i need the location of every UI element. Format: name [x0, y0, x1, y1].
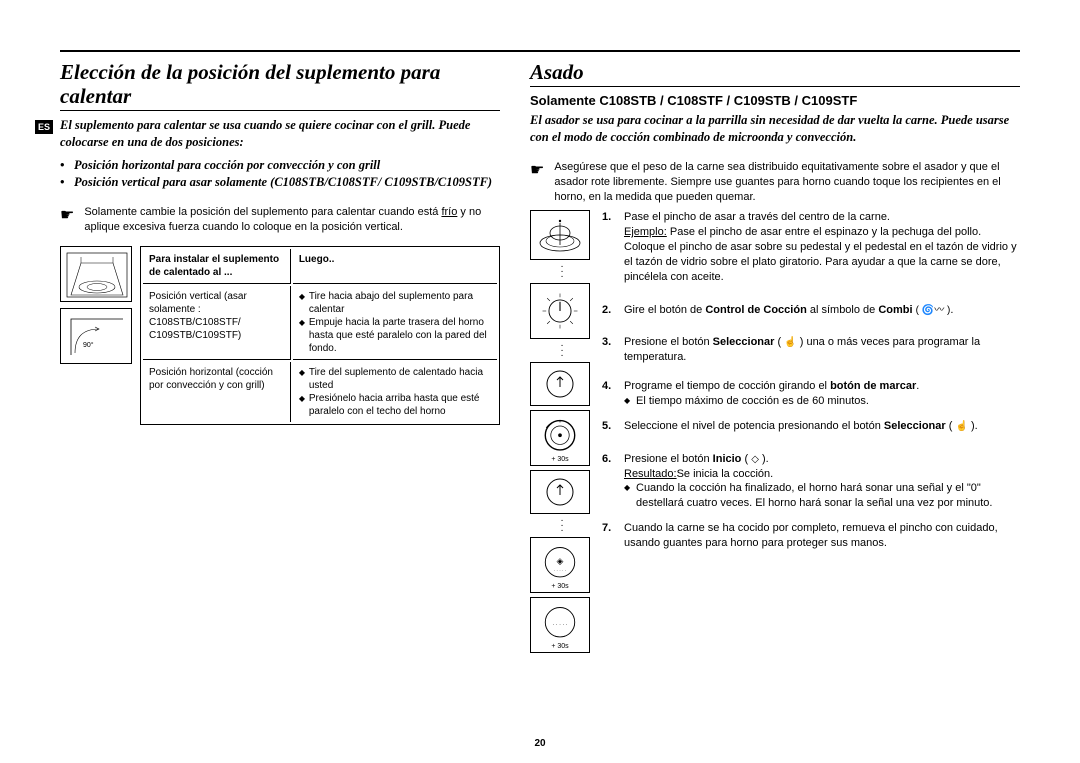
- table-head-right: Luego..: [293, 249, 497, 284]
- pointer-note: ☛ Solamente cambie la posición del suple…: [60, 205, 500, 235]
- start-dial-icon: ◈ · · · · · + 30s: [530, 537, 590, 593]
- pointer-text: Solamente cambie la posición del supleme…: [84, 205, 500, 235]
- list-item: Tire del suplemento de calentado hacia u…: [309, 366, 491, 392]
- svg-text:◈: ◈: [556, 557, 563, 567]
- steps-text: 1. Pase el pincho de asar a través del c…: [602, 210, 1020, 653]
- select-icon: ☝: [955, 421, 967, 432]
- position-table: Para instalar el suplemento de calentado…: [140, 246, 500, 425]
- step-number: 6.: [602, 452, 618, 511]
- select-button-icon: [530, 470, 590, 514]
- step-number: 4.: [602, 379, 618, 409]
- step-6: 6. Presione el botón Inicio ( ◇ ). Resul…: [602, 452, 1020, 511]
- step-number: 5.: [602, 419, 618, 434]
- pointer-text: Asegúrese que el peso de la carne sea di…: [554, 160, 1020, 205]
- step-1: 1. Pase el pincho de asar a través del c…: [602, 210, 1020, 284]
- step-body: Presione el botón Seleccionar ( ☝ ) una …: [624, 335, 1020, 365]
- list-item: Tire hacia abajo del suplemento para cal…: [309, 290, 491, 316]
- right-subheading: Solamente C108STB / C108STF / C109STB / …: [530, 93, 1020, 108]
- right-column: Asado Solamente C108STB / C108STF / C109…: [530, 60, 1020, 653]
- step-number: 1.: [602, 210, 618, 284]
- underlined-word: frío: [441, 206, 457, 218]
- step-body: Gire el botón de Control de Cocción al s…: [624, 303, 1020, 318]
- top-rule: [60, 50, 1020, 52]
- page-number: 20: [0, 738, 1080, 749]
- left-intro: El suplemento para calentar se usa cuand…: [60, 117, 500, 151]
- sub-bullet: El tiempo máximo de cocción es de 60 min…: [624, 394, 1020, 409]
- right-title: Asado: [530, 60, 1020, 87]
- pointer-icon: ☛: [530, 160, 544, 205]
- list-item: Empuje hacia la parte trasera del horno …: [309, 316, 491, 355]
- rotisserie-icon: [530, 210, 590, 260]
- example-label: Ejemplo:: [624, 226, 667, 238]
- step-4: 4. Programe el tiempo de cocción girando…: [602, 379, 1020, 409]
- select-button-icon: [530, 362, 590, 406]
- table-cell: Posición vertical (asar solamente : C108…: [143, 286, 291, 360]
- timer-dial-icon: + 30s: [530, 410, 590, 466]
- pointer-icon: ☛: [60, 205, 74, 235]
- svg-text:· · · · ·: · · · · ·: [552, 622, 567, 628]
- step-body: Programe el tiempo de cocción girando el…: [624, 379, 1020, 409]
- combi-icon: ( 🌀〰 ): [916, 305, 951, 316]
- step-text: Pase el pincho de asar a través del cent…: [624, 211, 890, 223]
- right-intro: El asador se usa para cocinar a la parri…: [530, 112, 1020, 146]
- left-column: Elección de la posición del suplemento p…: [60, 60, 500, 653]
- diagram-stack: 90°: [60, 246, 132, 425]
- result-label: Resultado:: [624, 468, 677, 480]
- bullet: Posición vertical para asar solamente (C…: [74, 174, 500, 191]
- pointer-note-right: ☛ Asegúrese que el peso de la carne sea …: [530, 160, 1020, 205]
- dots-connector: ···: [530, 343, 594, 358]
- table-head-left: Para instalar el suplemento de calentado…: [143, 249, 291, 284]
- result-text: Se inicia la cocción.: [677, 468, 774, 480]
- step-body: Pase el pincho de asar a través del cent…: [624, 210, 1020, 284]
- cooking-dial-icon: [530, 283, 590, 339]
- table-cell: Posición horizontal (cocción por convecc…: [143, 362, 291, 422]
- step-5: 5. Seleccione el nivel de potencia presi…: [602, 419, 1020, 434]
- step-body: Cuando la carne se ha cocido por complet…: [624, 521, 1020, 551]
- start-dial-icon: · · · · · + 30s: [530, 597, 590, 653]
- list-item: Presiónelo hacia arriba hasta que esté p…: [309, 392, 491, 418]
- start-icon: ◇: [751, 454, 759, 465]
- select-icon: ☝: [784, 337, 796, 348]
- left-bullets: Posición horizontal para cocción por con…: [60, 157, 500, 191]
- language-badge: ES: [35, 120, 53, 134]
- steps-area: ···: [530, 210, 1020, 653]
- oven-diagram-2: 90°: [60, 308, 132, 364]
- example-text: Pase el pincho de asar entre el espinazo…: [670, 226, 981, 238]
- dots-connector: ···: [530, 518, 594, 533]
- step-7: 7. Cuando la carne se ha cocido por comp…: [602, 521, 1020, 551]
- dots-connector: ···: [530, 264, 594, 279]
- sub-bullet: Cuando la cocción ha finalizado, el horn…: [624, 481, 1020, 511]
- svg-text:· · · · ·: · · · · ·: [554, 568, 567, 573]
- step-2: 2. Gire el botón de Control de Cocción a…: [602, 303, 1020, 318]
- step-number: 7.: [602, 521, 618, 551]
- step-after: Coloque el pincho de asar sobre su pedes…: [624, 241, 1017, 283]
- diagram-and-table: 90° Para instalar el suplemento de calen…: [60, 246, 500, 425]
- step-number: 2.: [602, 303, 618, 318]
- dial-label: + 30s: [531, 643, 589, 650]
- page-columns: Elección de la posición del suplemento p…: [60, 60, 1020, 653]
- table-cell: Tire hacia abajo del suplemento para cal…: [293, 286, 497, 360]
- step-body: Presione el botón Inicio ( ◇ ). Resultad…: [624, 452, 1020, 511]
- dial-label: + 30s: [531, 583, 589, 590]
- bullet: Posición horizontal para cocción por con…: [74, 157, 500, 174]
- oven-diagram-1: [60, 246, 132, 302]
- angle-label: 90°: [83, 341, 94, 349]
- dial-label: + 30s: [531, 456, 589, 463]
- step-icons-column: ···: [530, 210, 594, 653]
- step-body: Seleccione el nivel de potencia presiona…: [624, 419, 1020, 434]
- step-3: 3. Presione el botón Seleccionar ( ☝ ) u…: [602, 335, 1020, 365]
- left-title: Elección de la posición del suplemento p…: [60, 60, 500, 111]
- table-cell: Tire del suplemento de calentado hacia u…: [293, 362, 497, 422]
- step-number: 3.: [602, 335, 618, 365]
